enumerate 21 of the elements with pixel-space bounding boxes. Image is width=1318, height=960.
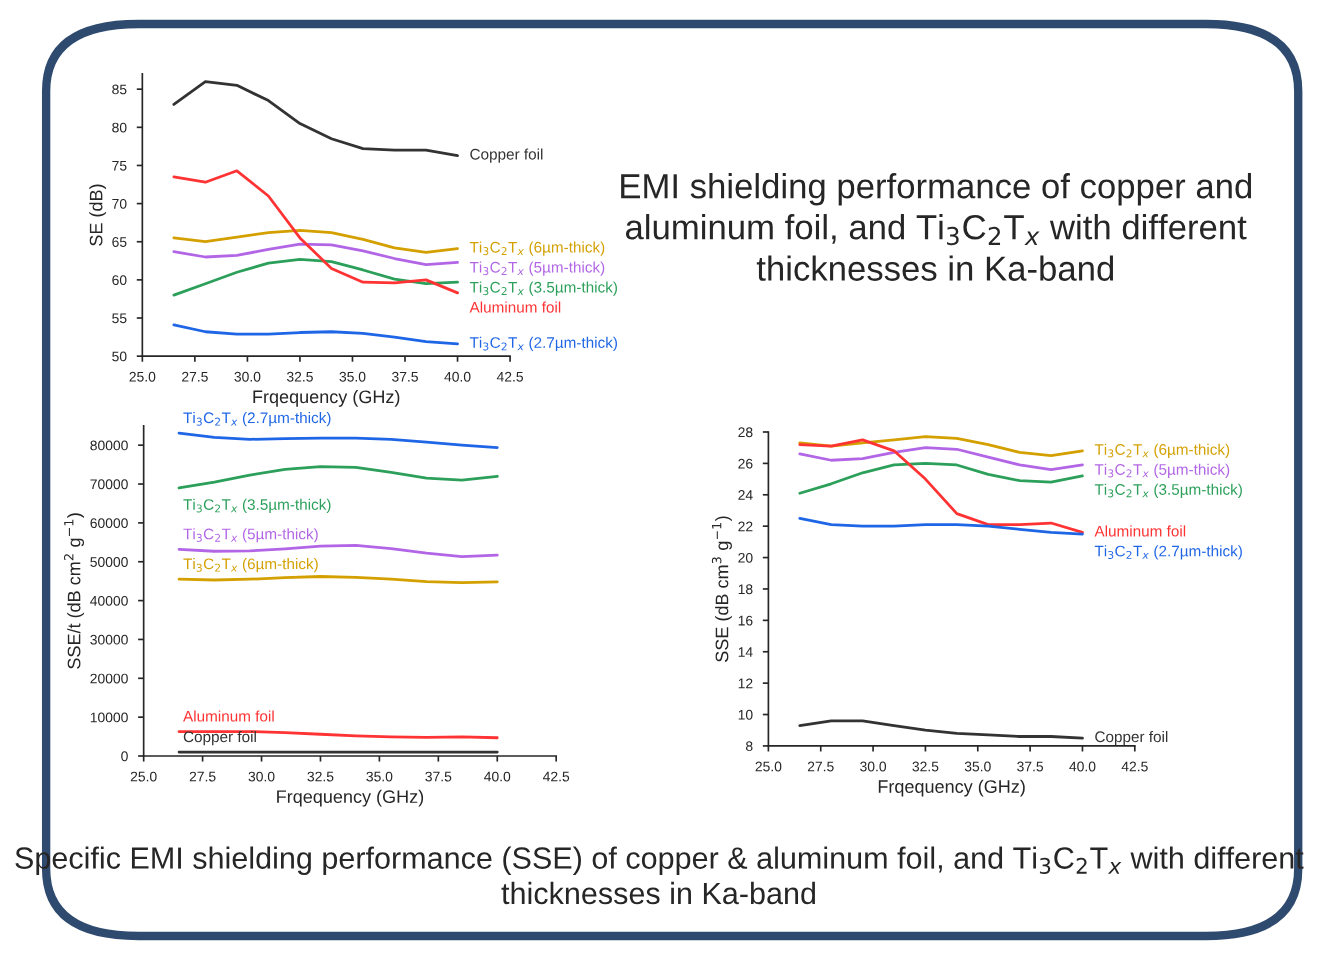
line-series xyxy=(172,257,459,297)
chart-title: EMI shielding performance of copper and aluminum foil, and Ti$_{3}$C$_{2}$T$_{x}$ with different thicknesses in Ka-band xyxy=(621,173,1252,281)
line-series xyxy=(172,323,459,346)
line-series xyxy=(172,80,459,157)
x-axis-title: Frqequency (GHz) xyxy=(277,789,424,807)
line-series xyxy=(172,169,459,295)
line-series xyxy=(798,462,1084,495)
line-series xyxy=(798,719,1084,740)
line-series xyxy=(798,435,1084,457)
line-series xyxy=(172,242,459,267)
line-series xyxy=(798,446,1084,472)
line-series xyxy=(798,516,1084,536)
y-axis-title: SSE (dB cm$^{3}$ g$^{−1}$) xyxy=(711,516,732,662)
line-series xyxy=(177,465,499,490)
x-axis-title: Frqequency (GHz) xyxy=(253,389,400,407)
line-series xyxy=(177,431,499,449)
x-axis-title: Frqequency (GHz) xyxy=(878,779,1025,797)
y-axis-title: SE (dB) xyxy=(89,184,107,246)
line-series xyxy=(798,438,1084,534)
line-series xyxy=(172,228,459,254)
y-axis-title: SSE/t (dB cm$^{2}$ g$^{−1}$) xyxy=(63,513,85,669)
